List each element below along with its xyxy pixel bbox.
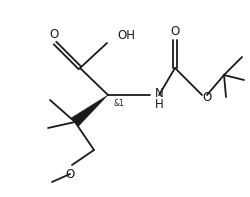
Text: O: O bbox=[66, 167, 74, 180]
Text: H: H bbox=[154, 98, 164, 111]
Text: O: O bbox=[50, 28, 58, 41]
Text: OH: OH bbox=[117, 29, 135, 42]
Text: O: O bbox=[170, 24, 179, 37]
Text: O: O bbox=[202, 90, 211, 103]
Text: &1: &1 bbox=[114, 98, 125, 108]
Text: N: N bbox=[154, 86, 164, 99]
Polygon shape bbox=[72, 95, 108, 126]
